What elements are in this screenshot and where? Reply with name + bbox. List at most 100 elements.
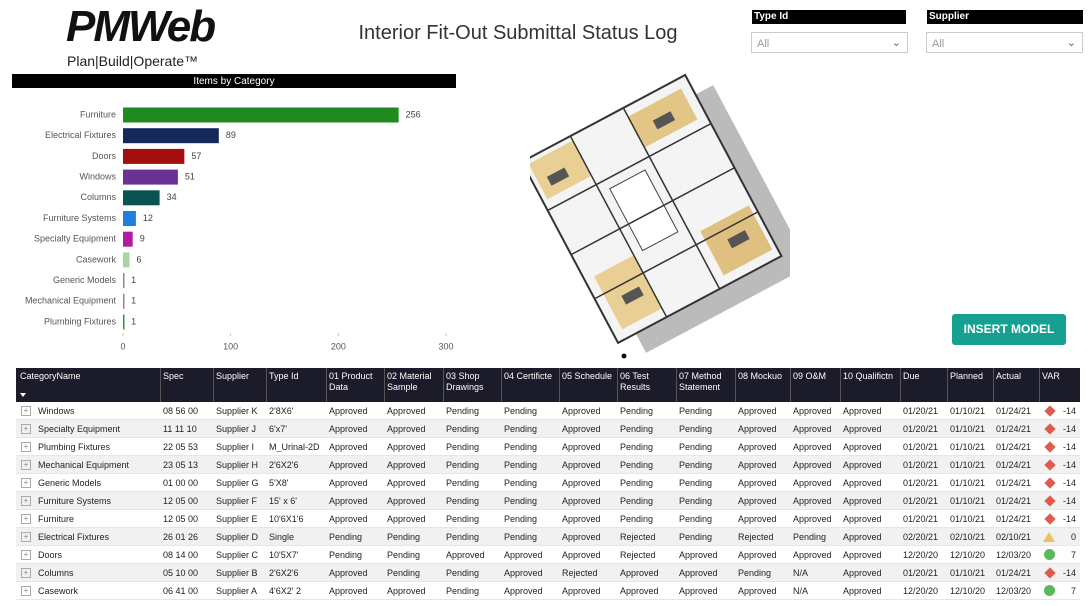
table-cell: Approved — [738, 478, 777, 488]
column-header: Actual — [996, 371, 1022, 381]
table-cell: Electrical Fixtures — [38, 532, 110, 542]
table-cell: Approved — [562, 460, 601, 470]
table-cell: Approved — [329, 442, 368, 452]
table-cell: 01/24/21 — [996, 424, 1032, 434]
table-cell: 12/20/20 — [903, 550, 939, 560]
table-cell: Approved — [329, 478, 368, 488]
bar — [123, 169, 178, 185]
expand-button[interactable]: + — [21, 514, 31, 524]
column-divider — [501, 368, 502, 402]
table-cell: 01/24/21 — [996, 496, 1032, 506]
column-header: Supplier — [216, 371, 250, 381]
bar — [123, 314, 125, 330]
bar — [123, 211, 136, 226]
table-cell: Approved — [387, 514, 426, 524]
column-divider — [213, 368, 214, 402]
expand-button[interactable]: + — [21, 460, 31, 470]
column-divider — [384, 368, 385, 402]
table-cell: Pending — [679, 478, 713, 488]
table-cell: Approved — [504, 550, 543, 560]
table-cell: Approved — [329, 406, 368, 416]
bar — [123, 107, 399, 123]
expand-button[interactable]: + — [21, 424, 31, 434]
table-cell: Approved — [843, 532, 882, 542]
indicator — [1044, 405, 1056, 417]
table-cell: Pending — [446, 478, 480, 488]
table-cell: 2'6X2'6 — [269, 460, 299, 470]
table-cell: Pending — [679, 532, 713, 542]
dropdown-value: All — [932, 38, 945, 50]
table-cell: 01/10/21 — [950, 496, 986, 506]
table-cell: 10'6X1'6 — [269, 514, 304, 524]
expand-button[interactable]: + — [21, 532, 31, 542]
expand-button[interactable]: + — [21, 568, 31, 578]
table-cell: Supplier C — [216, 550, 259, 560]
table-cell: Approved — [793, 442, 832, 452]
table-cell: Supplier I — [216, 442, 255, 452]
table-cell: 2'6X2'6 — [269, 568, 299, 578]
table-cell: 01/20/21 — [903, 478, 939, 488]
column-header: 01 Product Data — [329, 371, 373, 392]
table-cell: Pending — [446, 514, 480, 524]
table-cell: 08 56 00 — [163, 406, 199, 416]
table-cell: Approved — [387, 424, 426, 434]
bar-chart: Items by Category 0 100 200 300 Furniture 256… — [12, 74, 456, 351]
sort-arrow — [20, 393, 26, 397]
table-cell: Approved — [679, 586, 718, 596]
table-cell: Pending — [329, 532, 363, 542]
table-cell: Rejected — [738, 532, 774, 542]
table-cell: N/A — [793, 586, 809, 596]
filter: Type Id — [752, 10, 906, 24]
page-title: Interior Fit-Out Submittal Status Log — [358, 22, 678, 44]
column-header: 07 Method Statement — [679, 371, 722, 392]
column-divider — [993, 368, 994, 402]
expand-button[interactable]: + — [21, 586, 31, 596]
bar — [123, 252, 130, 268]
dropdown[interactable]: All ⌄ — [926, 32, 1083, 53]
table-cell: Approved — [738, 550, 777, 560]
insert-model-button[interactable]: INSERT MODEL — [952, 314, 1066, 345]
table-cell: Approved — [738, 586, 777, 596]
y-tick-label: Doors — [92, 151, 117, 161]
column-header: Planned — [950, 371, 984, 381]
table-cell: Pending — [446, 442, 480, 452]
data-label: 51 — [185, 171, 195, 181]
column-divider — [735, 368, 736, 402]
table-cell: 26 01 26 — [163, 532, 199, 542]
x-tick-label: 300 — [438, 341, 453, 351]
expand-button[interactable]: + — [21, 496, 31, 506]
column-divider — [1039, 368, 1040, 402]
3d-model — [530, 73, 790, 359]
table-cell: Approved — [387, 586, 426, 596]
expand-button[interactable]: + — [21, 550, 31, 560]
status-icon — [1039, 420, 1059, 438]
table-cell: Approved — [329, 568, 368, 578]
table-cell: Pending — [679, 424, 713, 434]
table-cell: Approved — [793, 550, 832, 560]
table-cell: 12/03/20 — [996, 586, 1032, 596]
data-label: 34 — [167, 192, 177, 202]
indicator — [1044, 513, 1056, 525]
dropdown[interactable]: All ⌄ — [751, 32, 908, 53]
status-icon — [1039, 528, 1059, 546]
column-header: 05 Schedule — [562, 371, 613, 381]
table-cell: Plumbing Fixtures — [38, 442, 111, 452]
column-divider — [947, 368, 948, 402]
expand-button[interactable]: + — [21, 442, 31, 452]
expand-button[interactable]: + — [21, 406, 31, 416]
table-cell: Mechanical Equipment — [38, 460, 130, 470]
table-row: + Windows 08 56 00 Supplier K 2'8X6' Approved… — [16, 402, 1080, 420]
table-cell: 01/24/21 — [996, 514, 1032, 524]
table-cell: Rejected — [620, 550, 656, 560]
variance: -14 — [1062, 478, 1076, 488]
table-cell: Specialty Equipment — [38, 424, 121, 434]
filter-label: Supplier — [927, 10, 1083, 24]
table-cell: Supplier G — [216, 478, 259, 488]
column-header: CategoryName — [20, 371, 81, 381]
table-cell: Pending — [620, 460, 654, 470]
column-header: 09 O&M — [793, 371, 827, 381]
table-cell: Pending — [620, 514, 654, 524]
expand-button[interactable]: + — [21, 478, 31, 488]
table-cell: 06 41 00 — [163, 586, 199, 596]
